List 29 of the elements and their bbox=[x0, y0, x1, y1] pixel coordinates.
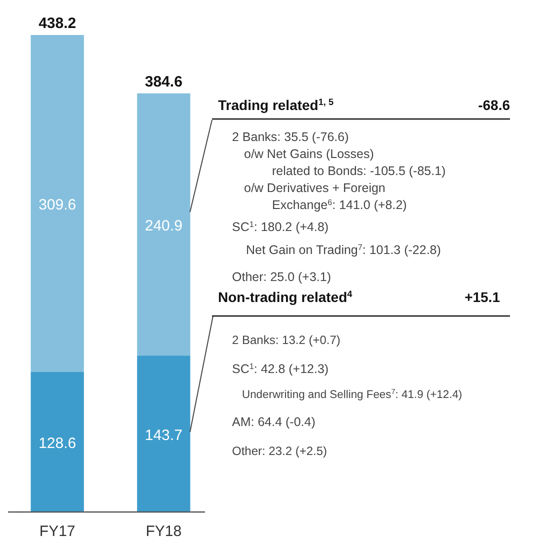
text: SC$^{1}$: 180.2 (+4.8) bbox=[232, 220, 329, 234]
total-label: 384.6 bbox=[144, 73, 182, 90]
text: -68.6 bbox=[478, 97, 510, 113]
x-tick-label: FY17 bbox=[39, 523, 76, 540]
text: Underwriting and Selling Fees$^{7}$: 41.9 (+12.4) bbox=[242, 386, 462, 401]
x-tick-label: FY18 bbox=[146, 523, 182, 540]
data-label: 240.9 bbox=[144, 217, 182, 234]
text: o/w Net Gains (Losses) bbox=[244, 147, 374, 161]
bar bbox=[30, 372, 84, 512]
text: 2 Banks: 35.5 (-76.6) bbox=[232, 130, 349, 144]
total-label: 438.2 bbox=[38, 15, 76, 32]
text: Other: 23.2 (+2.5) bbox=[232, 444, 328, 458]
text: o/w Derivatives + Foreign bbox=[244, 181, 386, 195]
data-label: 128.6 bbox=[38, 435, 76, 452]
text: Net Gain on Trading$^{7}$: 101.3 (-22.8) bbox=[246, 242, 441, 257]
text: related to Bonds: -105.5 (-85.1) bbox=[272, 164, 446, 178]
text: Trading related$^{1, 5}$ bbox=[218, 97, 334, 113]
text: +15.1 bbox=[464, 289, 500, 305]
data-label: 309.6 bbox=[38, 196, 76, 214]
text: Exchange$^{6}$: 141.0 (+8.2) bbox=[272, 198, 407, 212]
text: AM: 64.4 (-0.4) bbox=[232, 415, 316, 429]
text: Other: 25.0 (+3.1) bbox=[232, 270, 332, 284]
bar bbox=[30, 35, 84, 372]
data-label: 143.7 bbox=[144, 426, 182, 444]
text: 2 Banks: 13.2 (+0.7) bbox=[232, 333, 340, 347]
text: SC$^{1}$: 42.8 (+12.3) bbox=[232, 362, 329, 376]
bar bbox=[137, 356, 190, 512]
text: Non-trading related$^{4}$ bbox=[218, 289, 354, 305]
bar bbox=[137, 93, 190, 356]
